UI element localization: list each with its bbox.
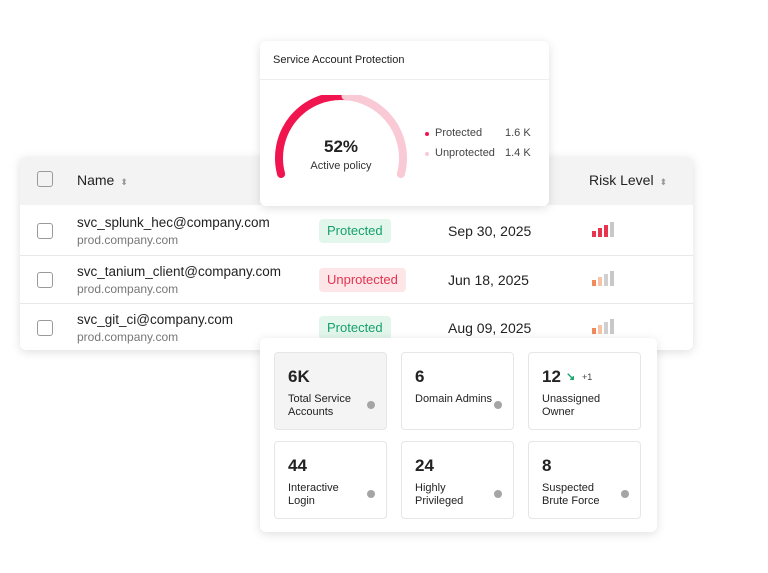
- table-row[interactable]: svc_git_ci@company.com prod.company.com Pr…: [20, 303, 693, 352]
- risk-bar: [592, 328, 596, 334]
- stat-value: 24: [415, 456, 434, 475]
- checkbox[interactable]: [37, 223, 53, 239]
- risk-bar: [610, 319, 614, 334]
- stat-value: 12: [542, 367, 561, 386]
- risk-bar: [598, 228, 602, 237]
- legend-value: 1.6 K: [505, 127, 531, 139]
- account-domain: prod.company.com: [77, 282, 179, 296]
- stat-value: 8: [542, 456, 552, 475]
- header-text: Risk Level: [589, 172, 654, 188]
- risk-bar: [592, 280, 596, 286]
- card-title: Service Account Protection: [273, 54, 405, 66]
- gauge-card: Service Account Protection 52% Active po…: [260, 41, 549, 206]
- stat-tile[interactable]: 8 Suspected Brute Force: [528, 441, 641, 519]
- status-pill: Unprotected: [319, 268, 406, 292]
- date: Jun 18, 2025: [448, 272, 529, 288]
- stat-label: Suspected Brute Force: [542, 482, 600, 507]
- risk-bar: [604, 274, 608, 286]
- stat-tile[interactable]: 6K Total Service Accounts: [274, 352, 387, 430]
- legend-value: 1.4 K: [505, 147, 531, 159]
- info-icon: [494, 490, 502, 498]
- info-icon: [367, 401, 375, 409]
- stats-card: 6K Total Service Accounts 6 Domain Admins 12…: [260, 338, 657, 532]
- checkbox[interactable]: [37, 272, 53, 288]
- checkbox[interactable]: [37, 171, 53, 187]
- header-text: Name: [77, 172, 115, 188]
- stat-tile[interactable]: 44 Interactive Login: [274, 441, 387, 519]
- risk-bar: [604, 225, 608, 237]
- status-pill: Protected: [319, 316, 391, 340]
- gauge-value: 52%: [324, 137, 358, 156]
- divider: [260, 79, 549, 80]
- risk-bar: [592, 231, 596, 237]
- stat-label: Unassigned Owner: [542, 393, 601, 418]
- legend-dot: [425, 152, 429, 156]
- info-icon: [494, 401, 502, 409]
- risk-bar: [610, 271, 614, 286]
- checkbox[interactable]: [37, 320, 53, 336]
- account-name: svc_tanium_client@company.com: [77, 264, 282, 279]
- account-domain: prod.company.com: [77, 330, 179, 344]
- table-row[interactable]: svc_splunk_hec@company.com prod.company.c…: [20, 207, 693, 255]
- status-pill: Protected: [319, 219, 391, 243]
- gauge-arc: [275, 95, 350, 179]
- info-icon: [367, 490, 375, 498]
- header-name[interactable]: Name ⬍: [77, 172, 128, 188]
- stat-change: +1: [582, 372, 593, 382]
- date: Sep 30, 2025: [448, 223, 532, 239]
- date: Aug 09, 2025: [448, 320, 532, 336]
- gauge-caption: Active policy: [310, 160, 372, 172]
- stat-label: Domain Admins: [415, 393, 493, 405]
- stat-tile[interactable]: 24 Highly Privileged: [401, 441, 514, 519]
- account-domain: prod.company.com: [77, 233, 179, 247]
- stat-value: 6: [415, 367, 425, 386]
- legend-name: Unprotected: [435, 147, 495, 159]
- stat-label: Total Service Accounts: [288, 393, 351, 418]
- table-row[interactable]: svc_tanium_client@company.com prod.compan…: [20, 255, 693, 304]
- account-name: svc_splunk_hec@company.com: [77, 215, 270, 230]
- account-name: svc_git_ci@company.com: [77, 312, 234, 327]
- risk-bar: [610, 222, 614, 237]
- header-risk[interactable]: Risk Level ⬍: [589, 172, 668, 188]
- legend-name: Protected: [435, 127, 483, 139]
- stat-value: 6K: [288, 367, 310, 386]
- stat-label: Interactive Login: [288, 482, 339, 507]
- risk-bar: [604, 322, 608, 334]
- stat-label: Highly Privileged: [415, 482, 464, 507]
- risk-bar: [598, 325, 602, 334]
- gauge-track: [341, 95, 407, 179]
- stat-tile[interactable]: 12 ↘ +1 Unassigned Owner: [528, 352, 641, 430]
- trend-icon: ↘: [566, 371, 576, 383]
- stat-tile[interactable]: 6 Domain Admins: [401, 352, 514, 430]
- legend-dot: [425, 132, 429, 136]
- stat-value: 44: [288, 456, 307, 475]
- info-icon: [621, 490, 629, 498]
- risk-bar: [598, 277, 602, 286]
- gauge: 52% Active policy: [275, 95, 407, 179]
